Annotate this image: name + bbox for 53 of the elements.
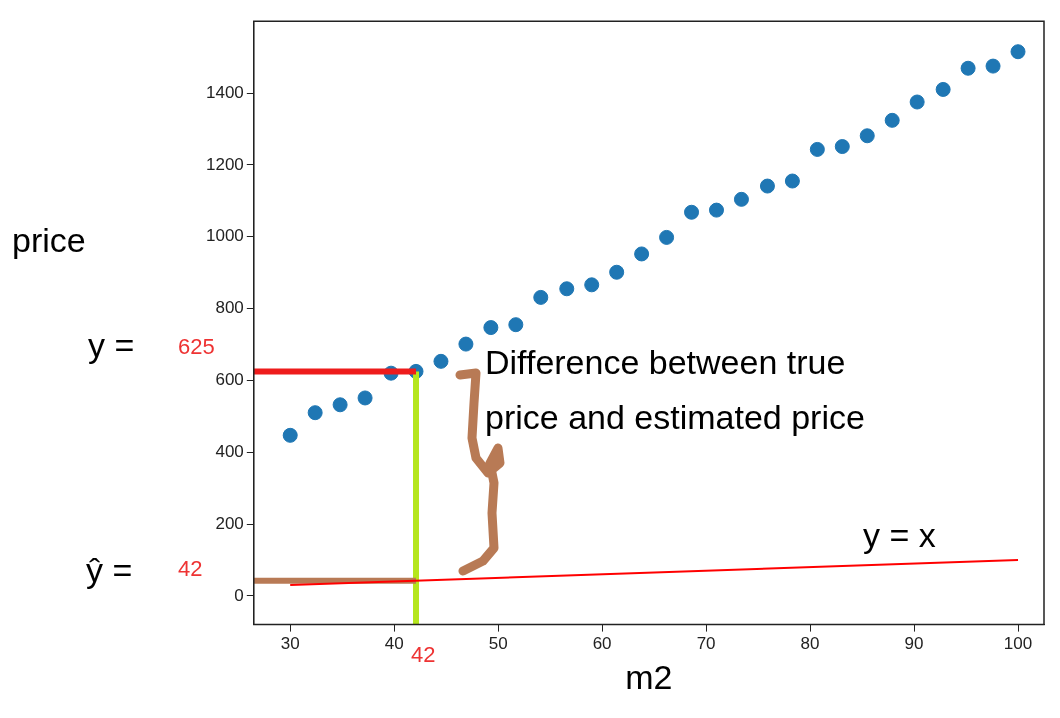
point: [584, 277, 600, 293]
point: [357, 390, 373, 406]
x-tick-label: 50: [488, 634, 508, 654]
y-tick-label: 600: [215, 370, 244, 390]
y-tick-label: 800: [215, 298, 244, 318]
point: [483, 320, 499, 336]
point: [332, 397, 348, 413]
x-tick-label: 70: [696, 634, 716, 654]
x-axis-title: m2: [625, 657, 673, 696]
text: ŷ =: [86, 551, 133, 590]
point: [609, 264, 625, 280]
point: [533, 289, 549, 305]
y-tick-label: 400: [215, 441, 244, 461]
point: [960, 60, 976, 76]
point: [985, 58, 1001, 74]
point: [784, 173, 800, 189]
point: [859, 128, 875, 144]
point: [909, 94, 925, 110]
x-tick-label: 60: [592, 634, 612, 654]
y-tick-label: 200: [215, 513, 244, 533]
annotation: Difference between true price and estimated price: [485, 343, 865, 437]
x-tick-label: 80: [800, 634, 820, 654]
point: [884, 112, 900, 128]
point: [508, 317, 524, 333]
x-tick-label: 90: [904, 634, 924, 654]
point: [759, 178, 775, 194]
point: [935, 81, 951, 97]
point: [659, 229, 675, 245]
point: [708, 202, 724, 218]
text: 42: [411, 642, 436, 668]
point: [684, 204, 700, 220]
point: [282, 427, 298, 443]
point: [834, 139, 850, 155]
text: y =: [88, 326, 135, 365]
x-tick-label: 40: [384, 634, 404, 654]
point: [809, 141, 825, 157]
x-tick-label: 30: [280, 634, 300, 654]
annotation: y = x: [863, 516, 936, 555]
text: 625: [178, 334, 215, 360]
point: [559, 281, 575, 297]
point: [433, 353, 449, 369]
y-tick-label: 1000: [205, 226, 244, 246]
point: [733, 191, 749, 207]
y-tick-label: 1200: [205, 154, 244, 174]
point: [307, 405, 323, 421]
point: [458, 336, 474, 352]
y-tick-label: 0: [234, 585, 244, 605]
x-tick-label: 100: [1003, 634, 1033, 654]
point: [1010, 44, 1026, 60]
y-axis-title: price: [12, 221, 86, 260]
point: [634, 246, 650, 262]
y-tick-label: 1400: [205, 82, 244, 102]
text: 42: [178, 556, 203, 582]
